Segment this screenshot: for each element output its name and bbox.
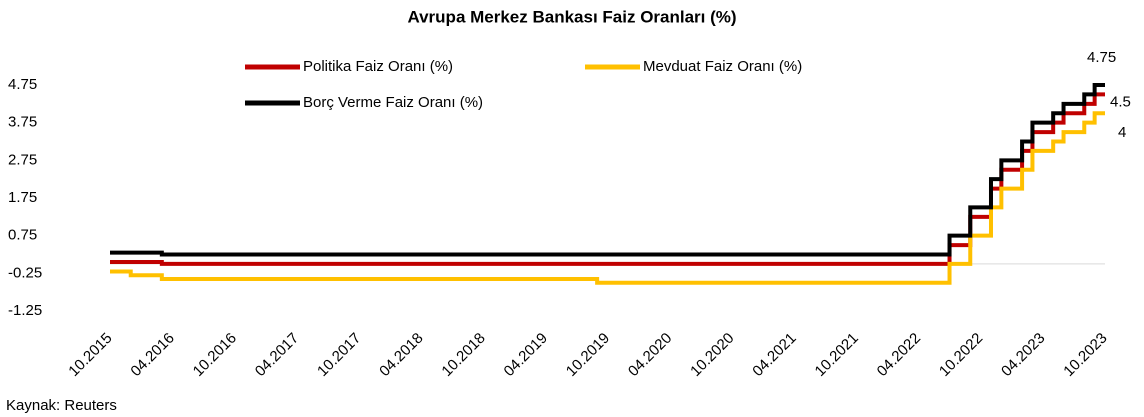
end-label: 4 [1118, 124, 1126, 141]
y-tick-label: -0.25 [8, 264, 42, 281]
y-tick-label: 4.75 [8, 76, 37, 93]
x-tick-label: 10.2016 [190, 330, 240, 380]
end-label: 4.75 [1087, 49, 1116, 66]
x-tick-label: 10.2022 [936, 330, 986, 380]
end-label: 4.5 [1110, 93, 1131, 110]
source: Kaynak: Reuters [6, 397, 117, 414]
x-tick-label: 10.2021 [812, 330, 862, 380]
x-tick-label: 04.2019 [501, 330, 551, 380]
legend-label: Politika Faiz Oranı (%) [303, 58, 453, 75]
legend-label: Mevduat Faiz Oranı (%) [643, 58, 802, 75]
x-tick-label: 10.2023 [1060, 330, 1110, 380]
y-tick-label: 1.75 [8, 189, 37, 206]
chart-title: Avrupa Merkez Bankası Faiz Oranları (%) [407, 7, 736, 26]
x-tick-label: 10.2018 [438, 330, 488, 380]
x-tick-label: 04.2020 [625, 330, 675, 380]
x-tick-label: 04.2017 [252, 330, 302, 380]
x-tick-label: 10.2015 [65, 330, 115, 380]
y-tick-label: 3.75 [8, 114, 37, 131]
x-tick-label: 04.2022 [874, 330, 924, 380]
x-tick-label: 04.2018 [376, 330, 426, 380]
y-tick-label: 0.75 [8, 227, 37, 244]
x-tick-label: 10.2017 [314, 330, 364, 380]
legend-label: Borç Verme Faiz Oranı (%) [303, 94, 483, 111]
x-tick-label: 10.2019 [563, 330, 613, 380]
y-tick-label: 2.75 [8, 151, 37, 168]
x-tick-label: 04.2021 [749, 330, 799, 380]
x-tick-label: 10.2020 [687, 330, 737, 380]
y-tick-label: -1.25 [8, 302, 42, 319]
x-tick-label: 04.2023 [998, 330, 1048, 380]
series-line [110, 111, 1105, 285]
series-line [110, 92, 1105, 266]
series-line [110, 83, 1105, 257]
x-tick-label: 04.2016 [127, 330, 177, 380]
